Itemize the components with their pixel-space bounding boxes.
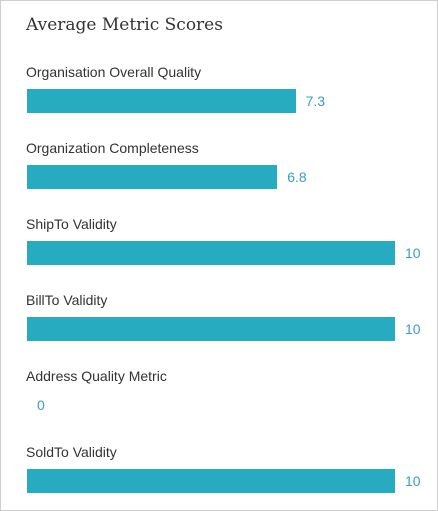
metric-row-soldto-validity: SoldTo Validity 10 bbox=[1, 444, 437, 504]
metric-label: Organization Completeness bbox=[26, 140, 199, 156]
metric-row-address-quality-metric: Address Quality Metric 0 bbox=[1, 368, 437, 428]
bar-value-label: 6.8 bbox=[287, 169, 307, 185]
bar[interactable] bbox=[27, 241, 395, 265]
bar[interactable] bbox=[27, 165, 278, 189]
metric-row-organisation-overall-quality: Organisation Overall Quality 7.3 bbox=[1, 64, 437, 124]
bar-track bbox=[27, 165, 395, 189]
bar-track bbox=[27, 89, 395, 113]
panel-title: Average Metric Scores bbox=[26, 15, 223, 35]
metric-label: ShipTo Validity bbox=[26, 216, 117, 232]
bar-track bbox=[27, 241, 395, 265]
bar-value-label: 10 bbox=[405, 245, 421, 261]
bar-value-label: 10 bbox=[405, 473, 421, 489]
bar-track bbox=[27, 469, 395, 493]
bar-value-label: 10 bbox=[405, 321, 421, 337]
bar[interactable] bbox=[27, 469, 395, 493]
metric-label: Address Quality Metric bbox=[26, 368, 167, 384]
bar-value-label: 0 bbox=[37, 397, 45, 413]
metric-row-organization-completeness: Organization Completeness 6.8 bbox=[1, 140, 437, 200]
bar[interactable] bbox=[27, 89, 296, 113]
metric-label: BillTo Validity bbox=[26, 292, 108, 308]
metric-label: Organisation Overall Quality bbox=[26, 64, 202, 80]
bar-track bbox=[27, 317, 395, 341]
bar[interactable] bbox=[27, 317, 395, 341]
metric-label: SoldTo Validity bbox=[26, 444, 117, 460]
metric-row-billto-validity: BillTo Validity 10 bbox=[1, 292, 437, 352]
metric-row-shipto-validity: ShipTo Validity 10 bbox=[1, 216, 437, 276]
bar-track bbox=[27, 393, 395, 417]
bar-value-label: 7.3 bbox=[305, 93, 326, 109]
